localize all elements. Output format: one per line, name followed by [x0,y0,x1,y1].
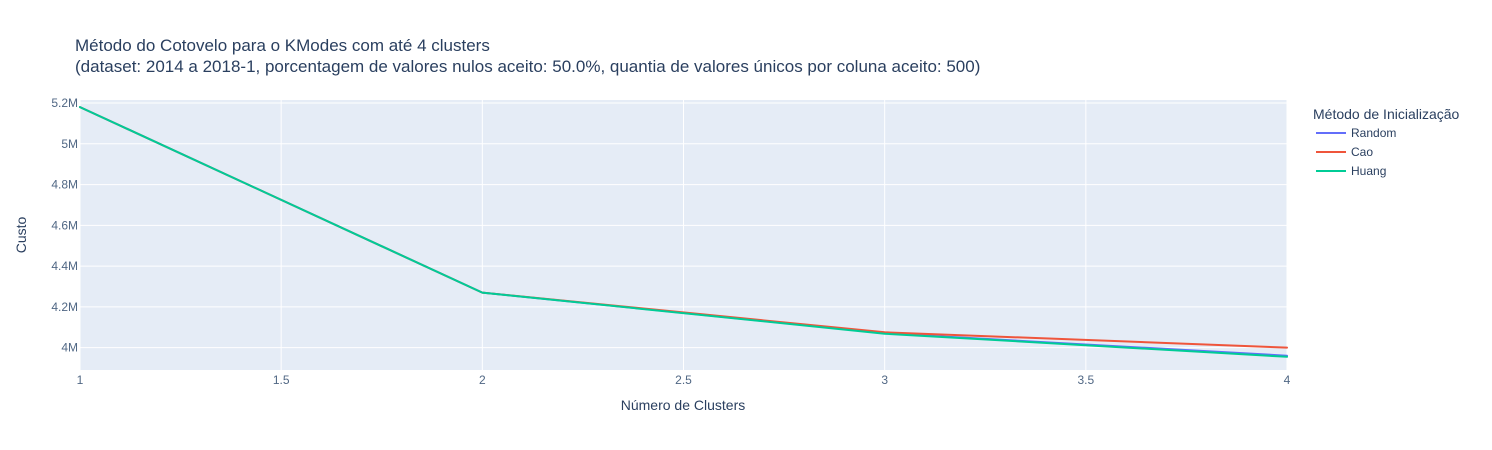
grid-lines [79,100,1288,370]
legend-label: Random [1351,126,1396,140]
chart-title: Método do Cotovelo para o KModes com até… [75,36,490,55]
x-tick-label: 1 [77,373,84,387]
y-tick-label: 4.2M [51,300,78,314]
y-tick-label: 5.2M [51,96,78,110]
legend-title: Método de Inicialização [1313,106,1460,122]
legend-item-huang[interactable]: Huang [1316,164,1386,178]
y-tick-label: 5M [61,137,78,151]
y-tick-label: 4.4M [51,259,78,273]
legend: Random Cao Huang [1316,126,1396,178]
series-lines [79,106,1288,358]
x-tick-label: 3.5 [1077,373,1094,387]
legend-label: Huang [1351,164,1386,178]
legend-item-random[interactable]: Random [1316,126,1396,140]
y-tick-label: 4.8M [51,178,78,192]
x-tick-label: 2 [479,373,486,387]
x-tick-labels: 1 1.5 2 2.5 3 3.5 4 [77,373,1291,387]
x-tick-label: 2.5 [675,373,692,387]
chart-subtitle: (dataset: 2014 a 2018-1, porcentagem de … [75,57,980,76]
x-tick-label: 3 [881,373,888,387]
x-tick-label: 4 [1284,373,1291,387]
y-tick-label: 4.6M [51,218,78,232]
y-tick-labels: 4M 4.2M 4.4M 4.6M 4.8M 5M 5.2M [51,96,78,355]
x-axis-label: Número de Clusters [621,397,746,413]
series-line-huang [79,106,1288,358]
y-axis-label: Custo [13,217,29,254]
y-tick-label: 4M [61,341,78,355]
x-tick-label: 1.5 [273,373,290,387]
legend-item-cao[interactable]: Cao [1316,145,1373,159]
legend-label: Cao [1351,145,1373,159]
